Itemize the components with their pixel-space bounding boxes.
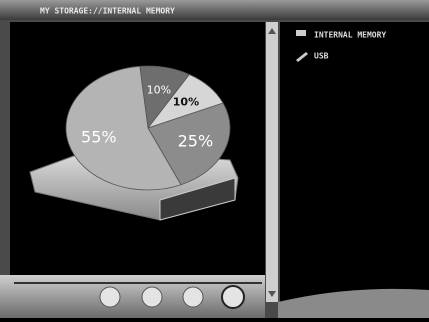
copy-button[interactable] — [100, 287, 120, 307]
back-button[interactable] — [222, 286, 244, 308]
side-item[interactable]: INTERNAL MEMORY — [314, 31, 386, 40]
screen: MY STORAGE://INTERNAL MEMORY 10%10% 25% 55… — [0, 0, 429, 318]
slice-label: 10% — [147, 83, 171, 96]
scrollbar[interactable] — [266, 22, 278, 302]
pie: 10%10% 25% 55% — [66, 66, 230, 190]
slice-label: 55% — [81, 127, 117, 146]
delete-button[interactable] — [183, 287, 203, 307]
check-button[interactable] — [142, 287, 162, 307]
slice-label: 10% — [173, 95, 199, 108]
title: MY STORAGE://INTERNAL MEMORY — [40, 7, 175, 16]
slice-label: 25% — [178, 131, 214, 150]
side-panel — [280, 22, 429, 302]
memory-icon — [296, 30, 306, 36]
side-item[interactable]: USB — [314, 52, 329, 61]
